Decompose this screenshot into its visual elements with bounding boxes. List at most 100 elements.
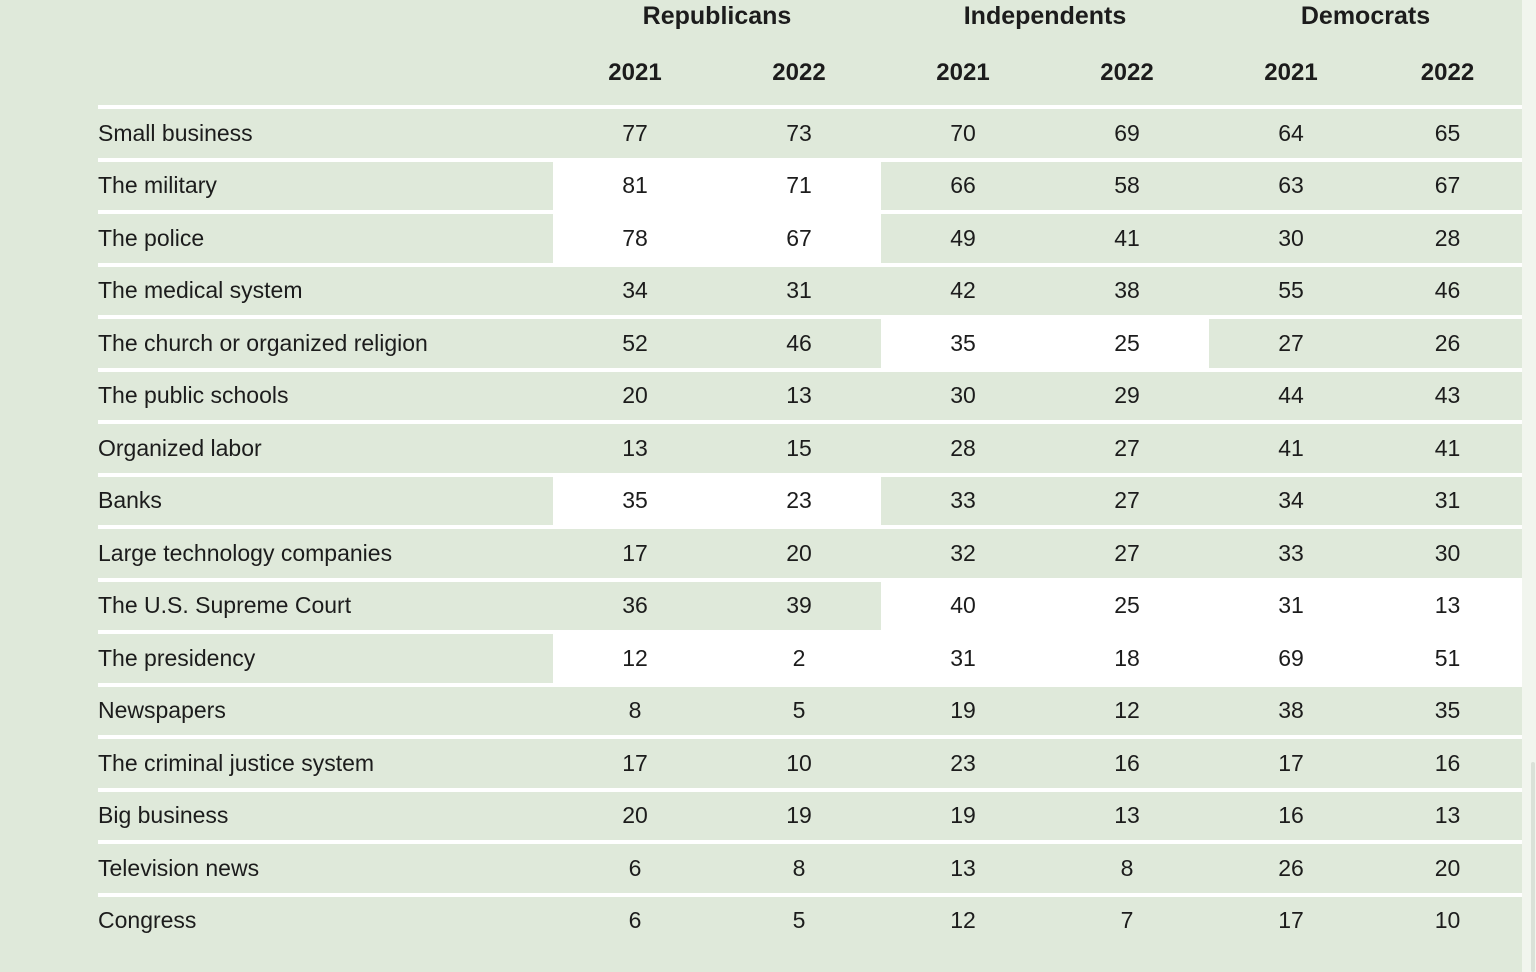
year-header: 2022 [1420,59,1475,86]
cell-value: 66 [950,172,976,199]
cell-value: 38 [1114,277,1140,304]
table-row: The criminal justice system 17 10 23 16 … [98,735,1522,788]
cell-value: 17 [1278,907,1304,934]
cell-value: 67 [717,214,881,263]
row-label: The church or organized religion [98,329,428,356]
table-row: Television news 6 8 13 8 26 20 [98,840,1522,893]
cell-value: 63 [1278,172,1304,199]
cell-value: 30 [1278,224,1304,251]
cell-value: 27 [1278,329,1304,356]
cell-value: 13 [950,854,976,881]
cell-value: 33 [950,487,976,514]
cell-value: 8 [792,854,806,881]
cell-value: 20 [786,539,812,566]
cell-value: 16 [1114,749,1140,776]
group-header-row: Republicans Independents Democrats [98,0,1522,32]
cell-value: 51 [1373,634,1522,683]
cell-value: 13 [1373,581,1522,630]
cell-value: 19 [950,802,976,829]
table-row: Newspapers 8 5 19 12 38 35 [98,682,1522,736]
table-row: The police 78 67 49 41 30 28 [98,210,1522,263]
year-header-spacer [98,54,553,92]
cell-value: 34 [622,277,648,304]
cell-value: 20 [1434,854,1461,881]
cell-value: 2 [717,634,881,683]
cell-value: 58 [1114,172,1140,199]
cell-value: 16 [1434,749,1461,776]
cell-value: 52 [622,329,648,356]
row-label: The police [98,224,205,251]
cell-value: 77 [622,119,648,146]
cell-value: 31 [1434,487,1461,514]
row-label: Banks [98,487,162,514]
cell-value: 12 [950,907,976,934]
group-header-independents: Independents [963,1,1127,30]
cell-value: 28 [1434,224,1461,251]
cell-value: 13 [622,434,648,461]
year-header: 2022 [772,59,826,86]
cell-value: 69 [1209,634,1373,683]
year-header: 2021 [936,59,990,86]
cell-value: 35 [881,319,1045,368]
row-label: Congress [98,907,197,934]
cell-value: 40 [881,581,1045,630]
scrollbar-thumb[interactable] [1531,762,1535,972]
cell-value: 13 [1434,802,1461,829]
table-row: Congress 6 5 12 7 17 10 [98,892,1522,946]
cell-value: 71 [717,161,881,210]
cell-value: 31 [1209,581,1373,630]
table-row: The public schools 20 13 30 29 44 43 [98,367,1522,421]
cell-value: 7 [1120,907,1134,934]
cell-value: 17 [1278,749,1304,776]
cell-value: 17 [622,749,648,776]
row-label: Organized labor [98,434,262,461]
cell-value: 13 [786,382,812,409]
year-header: 2022 [1100,59,1154,86]
cell-value: 33 [1278,539,1304,566]
cell-value: 27 [1114,487,1140,514]
cell-value: 35 [553,476,717,525]
cell-value: 41 [1434,434,1461,461]
cell-value: 42 [950,277,976,304]
cell-value: 13 [1114,802,1140,829]
table-row: Large technology companies 17 20 32 27 3… [98,525,1522,578]
cell-value: 25 [1045,581,1209,630]
cell-value: 69 [1114,119,1140,146]
row-label: Newspapers [98,697,226,724]
year-header: 2021 [608,59,662,86]
cell-value: 27 [1114,539,1140,566]
cell-value: 39 [786,592,812,619]
row-label: The U.S. Supreme Court [98,592,352,619]
cell-value: 35 [1434,697,1461,724]
cell-value: 29 [1114,382,1140,409]
cell-value: 12 [553,634,717,683]
row-label: The military [98,172,217,199]
cell-value: 67 [1434,172,1461,199]
cell-value: 73 [786,119,812,146]
cell-value: 64 [1278,119,1304,146]
table-row: The U.S. Supreme Court 36 39 40 25 31 13 [98,577,1522,630]
group-header-democrats: Democrats [1300,1,1431,30]
cell-value: 19 [786,802,812,829]
row-label: The medical system [98,277,303,304]
table-row: The presidency 12 2 31 18 69 51 [98,630,1522,683]
cell-value: 23 [717,476,881,525]
row-label: The presidency [98,644,256,671]
cell-value: 78 [553,214,717,263]
cell-value: 5 [792,697,806,724]
cell-value: 10 [786,749,812,776]
table-row: The medical system 34 31 42 38 55 46 [98,262,1522,316]
cell-value: 81 [553,161,717,210]
right-edge-strip [1522,0,1536,972]
cell-value: 17 [622,539,648,566]
row-label: The criminal justice system [98,749,375,776]
cell-value: 20 [622,802,648,829]
cell-value: 44 [1278,382,1304,409]
cell-value: 31 [881,634,1045,683]
table-row: Banks 35 23 33 27 34 31 [98,472,1522,525]
cell-value: 25 [1045,319,1209,368]
cell-value: 31 [786,277,812,304]
cell-value: 6 [628,854,642,881]
cell-value: 5 [792,907,806,934]
cell-value: 20 [622,382,648,409]
